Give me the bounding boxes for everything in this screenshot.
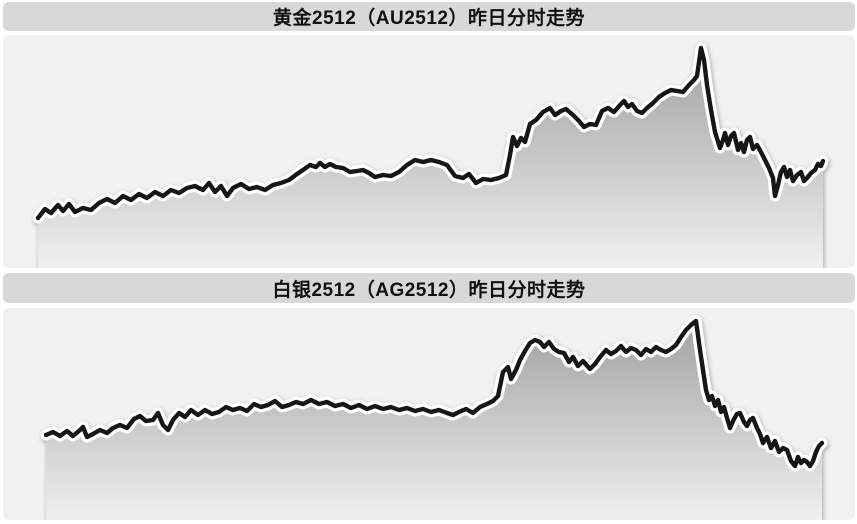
ag2512-area-fill (46, 321, 822, 520)
silver-chart-title: 白银2512（AG2512）昨日分时走势 (272, 279, 586, 301)
au2512-area-fill (38, 48, 823, 268)
silver-chart-title-bar: 白银2512（AG2512）昨日分时走势 (3, 273, 855, 303)
gold-line-chart (32, 42, 829, 268)
au2512-price-line (35, 45, 826, 221)
gold-chart-title-bar: 黄金2512（AU2512）昨日分时走势 (3, 2, 855, 31)
gold-chart-area (3, 35, 855, 268)
silver-chart-area (3, 308, 855, 520)
silver-line-chart (40, 315, 828, 520)
gold-chart-title: 黄金2512（AU2512）昨日分时走势 (273, 8, 585, 29)
ag2512-price-line (43, 318, 825, 469)
